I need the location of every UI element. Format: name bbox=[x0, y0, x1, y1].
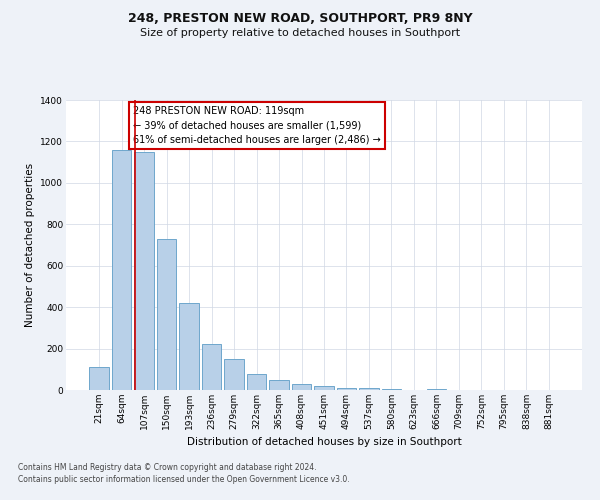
Text: 248, PRESTON NEW ROAD, SOUTHPORT, PR9 8NY: 248, PRESTON NEW ROAD, SOUTHPORT, PR9 8N… bbox=[128, 12, 472, 26]
Bar bbox=[269, 380, 289, 390]
Bar bbox=[134, 152, 154, 390]
Bar bbox=[112, 150, 131, 390]
Bar bbox=[382, 389, 401, 390]
Text: Contains public sector information licensed under the Open Government Licence v3: Contains public sector information licen… bbox=[18, 475, 350, 484]
X-axis label: Distribution of detached houses by size in Southport: Distribution of detached houses by size … bbox=[187, 438, 461, 448]
Bar bbox=[202, 344, 221, 390]
Text: Contains HM Land Registry data © Crown copyright and database right 2024.: Contains HM Land Registry data © Crown c… bbox=[18, 464, 317, 472]
Bar bbox=[224, 359, 244, 390]
Bar bbox=[157, 239, 176, 390]
Bar bbox=[337, 388, 356, 390]
Bar bbox=[427, 389, 446, 390]
Bar bbox=[179, 303, 199, 390]
Y-axis label: Number of detached properties: Number of detached properties bbox=[25, 163, 35, 327]
Text: 248 PRESTON NEW ROAD: 119sqm
← 39% of detached houses are smaller (1,599)
61% of: 248 PRESTON NEW ROAD: 119sqm ← 39% of de… bbox=[133, 106, 381, 146]
Bar bbox=[292, 384, 311, 390]
Bar bbox=[314, 386, 334, 390]
Text: Size of property relative to detached houses in Southport: Size of property relative to detached ho… bbox=[140, 28, 460, 38]
Bar bbox=[359, 388, 379, 390]
Bar bbox=[247, 374, 266, 390]
Bar bbox=[89, 367, 109, 390]
